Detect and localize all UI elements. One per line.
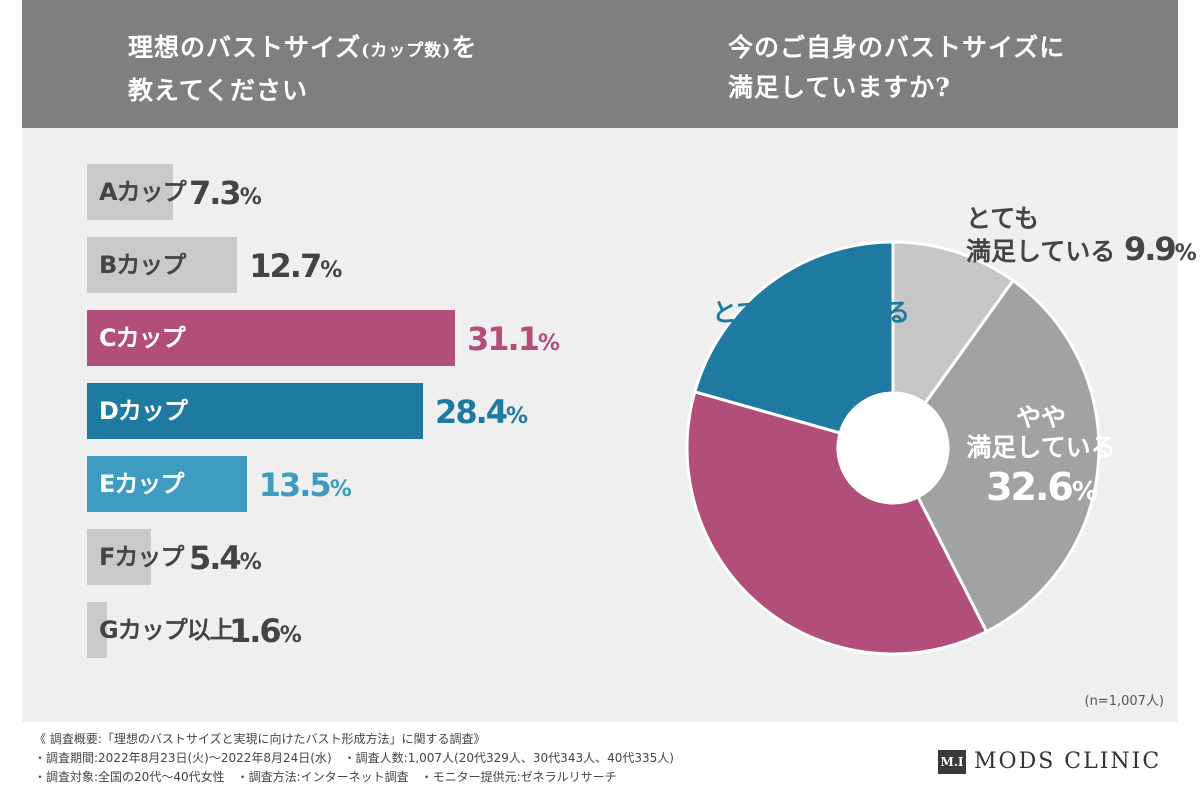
- logo-mark-icon: M.I: [938, 750, 966, 774]
- bar-value-label: 7.3%: [189, 164, 262, 220]
- logo-wordmark: MODS CLINIC: [974, 749, 1162, 774]
- bar-value-unit: %: [320, 258, 342, 283]
- bar-category-label: Eカップ: [99, 470, 184, 498]
- donut-slice-unit: %: [1174, 240, 1197, 266]
- donut-slice-name: とても不満がある: [712, 298, 911, 328]
- donut-slice-name: 満足している: [966, 432, 1116, 462]
- bar-value-label: 1.6%: [229, 602, 302, 658]
- bar-value-number: 28.4: [435, 393, 508, 431]
- sample-size-note: (n=1,007人): [1084, 694, 1165, 709]
- donut-slice-value: 36.9%: [746, 549, 859, 594]
- donut-slice-label: やや 満足している 32.6%: [966, 403, 1115, 516]
- bar-value-unit: %: [239, 550, 262, 575]
- donut-slice-name: やや: [1016, 402, 1067, 432]
- donut-hole: [838, 393, 948, 503]
- bar-value-label: 28.4%: [435, 383, 528, 439]
- bar: [87, 237, 238, 293]
- bar-value-unit: %: [506, 404, 528, 429]
- bar-value-label: 31.1%: [467, 310, 560, 366]
- bar-value-unit: %: [329, 477, 352, 502]
- bar: [87, 164, 174, 220]
- donut-slice-name: とても: [966, 203, 1040, 233]
- donut-slice-label: やや不満がある 36.9%: [714, 518, 889, 601]
- bar-category-label: Bカップ: [99, 251, 186, 279]
- donut-slice-value: 32.6%: [986, 464, 1098, 509]
- bar: [87, 602, 107, 658]
- pie-chart-title: 今のご自身のバストサイズに 満足していますか?: [728, 33, 1066, 102]
- donut-slice-name: やや不満がある: [713, 517, 889, 547]
- bar-value-number: 1.6: [229, 612, 282, 650]
- survey-summary-title: 《 調査概要:「理想のバストサイズと実現に向けたバスト形成方法」に関する調査》: [34, 732, 486, 746]
- bar: [87, 310, 455, 366]
- bar-value-number: 31.1: [467, 320, 540, 358]
- donut-slice-label: とても 満足している 9.9%: [966, 204, 1197, 269]
- bar: [87, 383, 424, 439]
- survey-summary: 《 調査概要:「理想のバストサイズと実現に向けたバスト形成方法」に関する調査》 …: [34, 730, 674, 787]
- donut-slice-unit: %: [832, 561, 858, 592]
- bar: [87, 529, 151, 585]
- survey-period-line: ・調査期間:2022年8月23日(火)〜2022年8月24日(水) ・調査人数:…: [34, 751, 674, 765]
- donut-slice-unit: %: [1071, 476, 1098, 507]
- bar-category-label: Gカップ以上: [99, 616, 234, 644]
- bar-value-unit: %: [537, 331, 560, 356]
- bar-category-label: Dカップ: [99, 397, 188, 425]
- donut-slice-label: とても不満がある 20.6%: [712, 298, 910, 381]
- bar-category-label: Cカップ: [99, 324, 186, 352]
- bar-category-label: Aカップ: [99, 178, 187, 206]
- bar-value-number: 5.4: [189, 539, 242, 577]
- donut-slice-value: 9.9: [1124, 229, 1177, 268]
- bar-value-label: 5.4%: [189, 529, 262, 585]
- donut-slice-unit: %: [841, 342, 868, 373]
- bar-value-number: 7.3: [189, 174, 242, 212]
- bar: [87, 456, 247, 512]
- bar-chart-title: 理想のバストサイズ(カップ数)を 教えてください: [128, 33, 478, 105]
- bar-value-unit: %: [279, 623, 302, 648]
- bar-category-label: Fカップ: [99, 543, 184, 571]
- header-band: [22, 0, 1178, 128]
- survey-target-line: ・調査対象:全国の20代〜40代女性 ・調査方法:インターネット調査 ・モニター…: [34, 770, 617, 784]
- donut-slice-name: 満足している 9.9%: [966, 229, 1197, 268]
- bar-value-label: 13.5%: [258, 456, 352, 512]
- donut-slice-value: 20.6%: [756, 330, 868, 375]
- bar-value-number: 13.5: [258, 466, 332, 504]
- bar-value-unit: %: [239, 185, 262, 210]
- bar-value-label: 12.7%: [249, 237, 342, 293]
- bar-value-number: 12.7: [249, 247, 322, 285]
